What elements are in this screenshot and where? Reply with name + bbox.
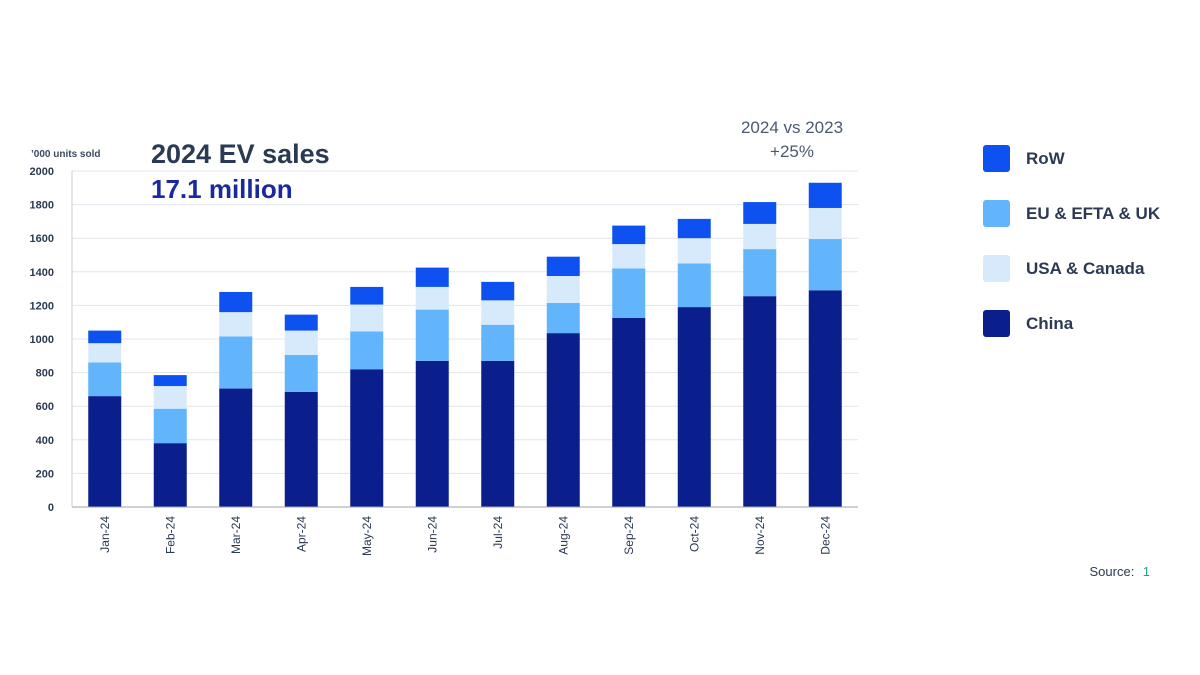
legend-swatch xyxy=(983,310,1010,337)
bar-segment xyxy=(284,391,318,507)
legend-label: RoW xyxy=(1026,149,1066,168)
x-tick-label: Mar-24 xyxy=(229,516,243,554)
legend-label: USA & Canada xyxy=(1026,259,1145,278)
x-axis-ticks: Jan-24 Feb-24 Mar-24 Apr-24 May-24 Jun-24 Jul-… xyxy=(98,516,833,556)
bar-segment xyxy=(88,343,122,363)
bar-segment xyxy=(415,360,449,507)
bar-segment xyxy=(546,302,580,334)
x-tick-label: Nov-24 xyxy=(753,516,767,555)
y-tick-label: 1400 xyxy=(30,267,54,279)
x-tick-label: Jun-24 xyxy=(425,516,439,553)
bar-segment xyxy=(153,408,187,444)
bar-segment xyxy=(481,281,515,301)
source-note: Source: 1 xyxy=(1090,563,1151,580)
bar-segment xyxy=(219,291,253,313)
bar-segment xyxy=(743,223,777,250)
bar-segment xyxy=(677,218,711,239)
bar-segment xyxy=(350,304,384,332)
bar-segment xyxy=(415,267,449,287)
gridlines xyxy=(72,170,858,474)
legend-swatch xyxy=(983,255,1010,282)
source-label: Source: xyxy=(1090,564,1135,579)
y-tick-label: 600 xyxy=(36,401,54,413)
bar-segment xyxy=(153,443,187,507)
x-tick-label: Oct-24 xyxy=(687,516,701,552)
growth-annotation-line2: +25% xyxy=(770,142,814,161)
bar-segment xyxy=(743,202,777,224)
bar-segment xyxy=(350,331,384,370)
bar-segment xyxy=(415,286,449,310)
bar-segment xyxy=(88,396,122,507)
bar-segment xyxy=(481,324,515,361)
x-tick-label: May-24 xyxy=(360,516,374,556)
bar-segment xyxy=(612,225,646,245)
bar-segment xyxy=(808,290,842,507)
bar-segment xyxy=(350,286,384,305)
bar-segment xyxy=(612,268,646,318)
legend: RoW EU & EFTA & UK USA & Canada China xyxy=(983,145,1161,337)
bar-segment xyxy=(481,360,515,507)
bar-segment xyxy=(219,312,253,337)
x-tick-label: Feb-24 xyxy=(163,516,177,554)
bar-segment xyxy=(612,244,646,269)
bar-segment xyxy=(219,336,253,389)
x-tick-label: Dec-24 xyxy=(818,516,832,555)
x-tick-label: Aug-24 xyxy=(556,516,570,555)
bar-segment xyxy=(546,333,580,507)
bar-segment xyxy=(808,182,842,208)
bar-segment xyxy=(546,256,580,276)
source-ref: 1 xyxy=(1143,564,1150,579)
bar-segment xyxy=(808,239,842,291)
y-tick-label: 1800 xyxy=(30,200,54,212)
x-tick-label: Jan-24 xyxy=(98,516,112,553)
bar-segment xyxy=(677,263,711,308)
bar-segment xyxy=(808,207,842,240)
bars xyxy=(88,182,842,507)
bar-segment xyxy=(153,375,187,387)
y-tick-label: 1200 xyxy=(30,300,54,312)
bar-segment xyxy=(284,354,318,392)
x-tick-label: Apr-24 xyxy=(294,516,308,552)
chart-subtitle: 17.1 million xyxy=(151,174,293,204)
chart-title: 2024 EV sales xyxy=(151,139,330,169)
legend-swatch xyxy=(983,200,1010,227)
y-axis-ticks: 0 200 400 600 800 1000 1200 1400 1600 1800 2000 xyxy=(30,166,54,514)
bar-segment xyxy=(612,318,646,507)
legend-label: EU & EFTA & UK xyxy=(1026,204,1161,223)
bar-segment xyxy=(415,309,449,361)
y-tick-label: 1600 xyxy=(30,233,54,245)
y-tick-label: 200 xyxy=(36,468,54,480)
bar-segment xyxy=(481,300,515,325)
legend-swatch xyxy=(983,145,1010,172)
y-tick-label: 800 xyxy=(36,368,54,380)
bar-segment xyxy=(219,388,253,507)
y-axis-label: ’000 units sold xyxy=(31,149,100,160)
x-tick-label: Sep-24 xyxy=(622,516,636,555)
bar-segment xyxy=(677,238,711,264)
bar-segment xyxy=(743,296,777,507)
y-tick-label: 1000 xyxy=(30,334,54,346)
x-tick-label: Jul-24 xyxy=(491,516,505,549)
bar-segment xyxy=(284,330,318,355)
bar-segment xyxy=(88,330,122,344)
y-tick-label: 0 xyxy=(48,502,54,514)
bar-segment xyxy=(546,276,580,303)
y-tick-label: 2000 xyxy=(30,166,54,178)
legend-label: China xyxy=(1026,314,1074,333)
bar-segment xyxy=(284,314,318,331)
bar-segment xyxy=(153,386,187,409)
bar-segment xyxy=(677,307,711,507)
bar-segment xyxy=(350,369,384,507)
bar-segment xyxy=(88,362,122,397)
y-tick-label: 400 xyxy=(36,435,54,447)
growth-annotation-line1: 2024 vs 2023 xyxy=(741,118,843,137)
bar-segment xyxy=(743,249,777,297)
